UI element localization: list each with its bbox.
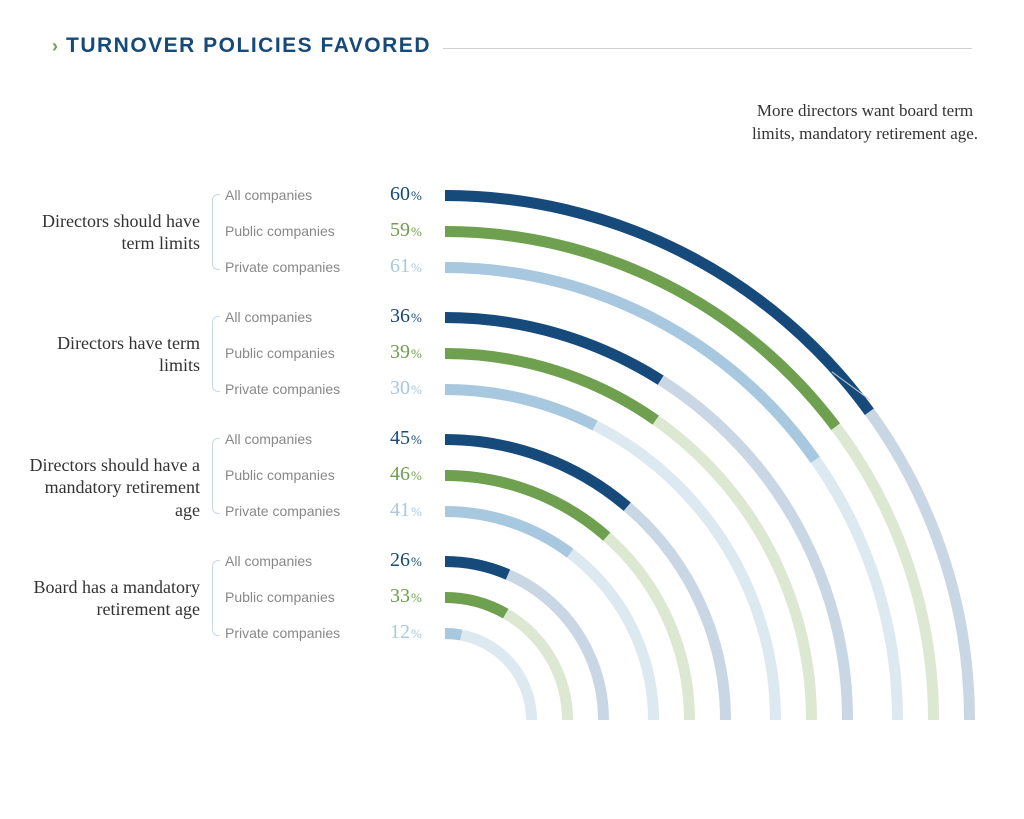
percent-value: 41% [390, 499, 422, 522]
group-bracket [212, 438, 220, 514]
percent-value: 26% [390, 549, 422, 572]
percent-value: 30% [390, 377, 422, 400]
row-label: Public companies [225, 467, 335, 483]
chart-header: › TURNOVER POLICIES FAVORED [52, 34, 972, 58]
row-label: Private companies [225, 503, 340, 519]
arc-value [445, 562, 508, 575]
group-label: Board has a mandatory retirement age [20, 576, 200, 621]
group-bracket [212, 316, 220, 392]
percent-value: 33% [390, 585, 422, 608]
percent-value: 36% [390, 305, 422, 328]
percent-value: 46% [390, 463, 422, 486]
row-label: Public companies [225, 589, 335, 605]
group-bracket [212, 560, 220, 636]
percent-value: 60% [390, 183, 422, 206]
row-label: Public companies [225, 345, 335, 361]
arc-track [445, 232, 934, 721]
arc-value [445, 512, 570, 554]
row-label: Private companies [225, 259, 340, 275]
row-label: All companies [225, 553, 312, 569]
percent-value: 59% [390, 219, 422, 242]
group-bracket [212, 194, 220, 270]
row-label: Private companies [225, 625, 340, 641]
row-label: All companies [225, 187, 312, 203]
row-label: Private companies [225, 381, 340, 397]
arc-track [445, 268, 898, 721]
chevron-icon: › [52, 36, 58, 57]
arc-value [445, 598, 506, 614]
percent-value: 12% [390, 621, 422, 644]
row-label: Public companies [225, 223, 335, 239]
percent-value: 61% [390, 255, 422, 278]
callout-text: More directors want board term limits, m… [750, 100, 980, 146]
percent-value: 45% [390, 427, 422, 450]
percent-value: 39% [390, 341, 422, 364]
row-label: All companies [225, 309, 312, 325]
group-label: Directors should have a mandatory retire… [20, 454, 200, 522]
arcs-svg [0, 85, 1024, 819]
group-label: Directors have term limits [20, 332, 200, 377]
arc-track [445, 634, 532, 721]
radial-bar-chart: All companies 60% Public companies 59% Priva… [0, 85, 1024, 734]
arc-value [445, 634, 461, 636]
arc-value [445, 390, 595, 426]
group-label: Directors should have term limits [20, 210, 200, 255]
row-label: All companies [225, 431, 312, 447]
header-rule [443, 48, 972, 49]
chart-title: TURNOVER POLICIES FAVORED [66, 34, 431, 58]
